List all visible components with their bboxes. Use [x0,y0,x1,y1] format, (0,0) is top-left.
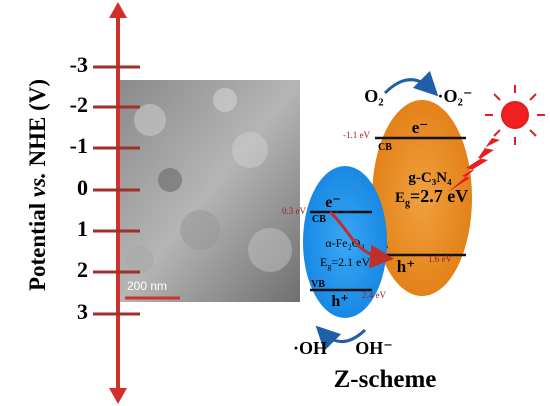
caption: Z-scheme [334,366,437,393]
vb-energy: 2.4 eV [362,290,386,300]
sem-image: 200 nm [118,80,300,302]
reaction-arrow [315,325,367,352]
light-bolt [448,138,500,192]
cb-energy: 0.3 eV [282,206,306,216]
band-gap: Eg=2.1 eV [320,255,370,271]
hole: h⁺ [397,257,415,276]
fe2o3: e⁻ CB 0.3 eV α-Fe₂O₃ Eg=2.1 eV VB h⁺ 2.4… [282,166,387,318]
axis-title: Potential vs. NHE (V) [25,79,50,291]
product: ·OH [293,338,327,358]
band-gap: Eg=2.7 eV [395,186,468,209]
potential-axis: -3 -2 -1 0 1 2 3 Potential vs. NHE (V) [25,2,140,404]
hole: h⁺ [331,293,348,310]
tick-label: 3 [77,299,88,324]
material-name: g-C₃N₄ [408,170,452,186]
cb-label: CB [378,142,392,153]
cb-label: CB [312,214,326,225]
transfer-arrow [328,210,394,269]
electron: e⁻ [325,194,341,211]
g-c3n4: e⁻ CB -1.1 eV g-C₃N₄ Eg=2.7 eV VB h⁺ 1.6… [343,100,472,296]
tick-label: 0 [77,175,88,200]
cb-energy: -1.1 eV [343,130,370,140]
tick-label: -1 [70,133,88,158]
vb-energy: 1.6 eV [428,254,452,264]
tick-label: 1 [77,216,88,241]
scale-bar-label: 200 nm [127,279,167,293]
reactant: O₂ [364,86,383,106]
reactant: OH⁻ [355,338,393,358]
product: ·O₂⁻ [438,86,473,106]
electron: e⁻ [412,118,429,137]
tick-label: -2 [70,92,88,117]
tick-label: 2 [77,257,88,282]
sun [485,85,545,145]
tick-label: -3 [70,52,88,77]
reaction-arrow [383,70,439,97]
vb-label: VB [311,279,325,290]
